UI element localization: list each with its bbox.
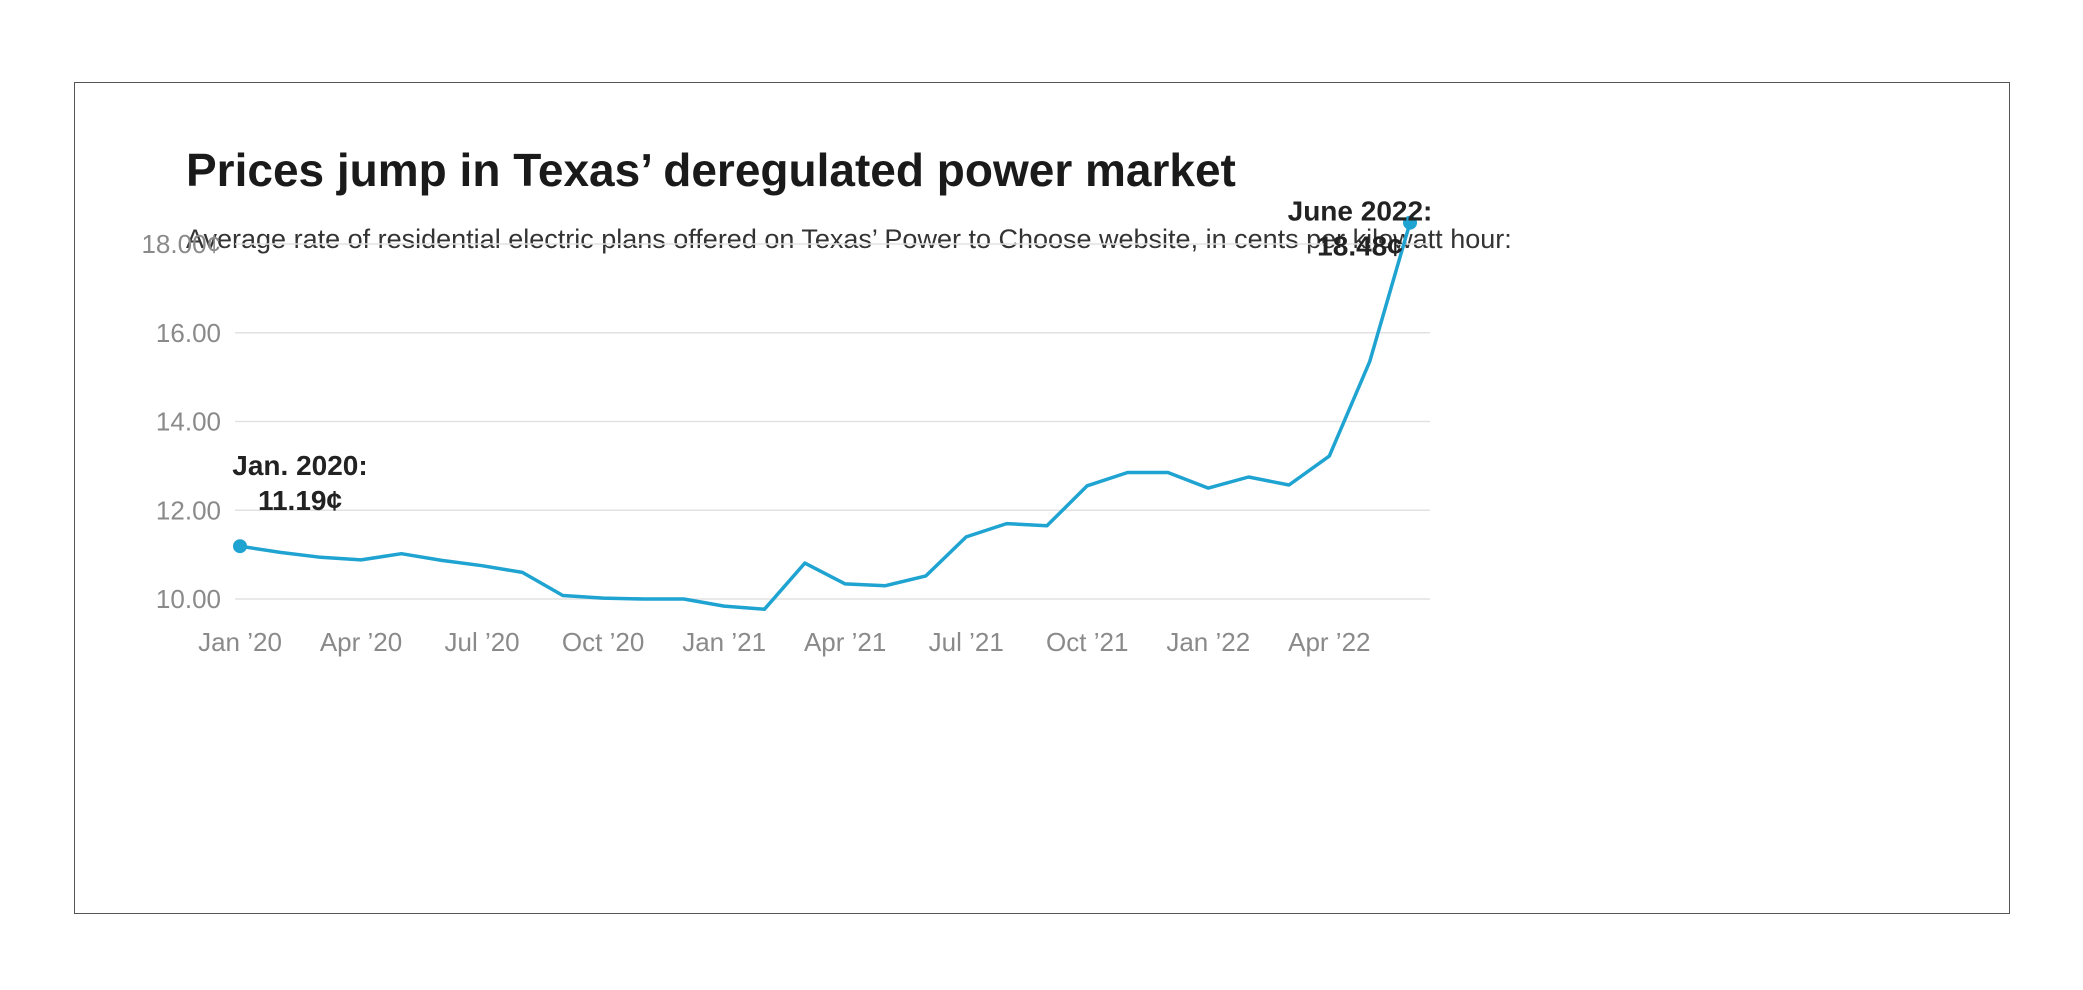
y-tick-label: 14.00 [156, 407, 221, 437]
series-layer [238, 220, 1412, 611]
x-axis-ticks: Jan ’20 Apr ’20 Jul ’20 Oct ’20 Jan ’21 Apr ’… [198, 627, 1370, 657]
y-tick-label: 12.00 [156, 495, 221, 525]
x-tick-label: Jul ’21 [929, 627, 1004, 657]
chart-title: Prices jump in Texas’ deregulated power … [186, 144, 1236, 196]
data-label: 11.19¢ [258, 485, 342, 516]
data-point-marker [233, 539, 247, 554]
data-label: 18.48¢ [1317, 231, 1403, 262]
data-point-marker [1403, 215, 1417, 230]
y-tick-label: 10.00 [156, 584, 221, 614]
x-tick-label: Apr ’22 [1288, 627, 1370, 657]
chart-subtitle: Average rate of residential electric pla… [186, 224, 1512, 254]
line-chart: 18.00¢ 16.00 14.00 12.00 10.00 Jan ’20 Apr ’2… [141, 196, 1433, 657]
x-tick-label: Apr ’21 [804, 627, 886, 657]
gridlines [235, 243, 1430, 600]
data-label: June 2022: [1288, 196, 1433, 227]
data-label: Jan. 2020: [232, 450, 367, 481]
y-axis-ticks: 18.00¢ 16.00 14.00 12.00 10.00 [141, 229, 221, 614]
chart-card: Prices jump in Texas’ deregulated power … [74, 82, 2010, 914]
x-tick-label: Jan ’21 [682, 627, 766, 657]
y-tick-label: 16.00 [156, 318, 221, 348]
x-tick-label: Apr ’20 [320, 627, 402, 657]
x-tick-label: Oct ’21 [1046, 627, 1128, 657]
series-line [238, 220, 1412, 611]
x-tick-label: Oct ’20 [562, 627, 644, 657]
x-tick-label: Jan ’22 [1166, 627, 1250, 657]
x-tick-label: Jan ’20 [198, 627, 282, 657]
annotations: Jan. 2020: 11.19¢ June 2022: 18.48¢ [232, 196, 1433, 554]
y-tick-label: 18.00¢ [141, 229, 221, 259]
x-tick-label: Jul ’20 [444, 627, 519, 657]
